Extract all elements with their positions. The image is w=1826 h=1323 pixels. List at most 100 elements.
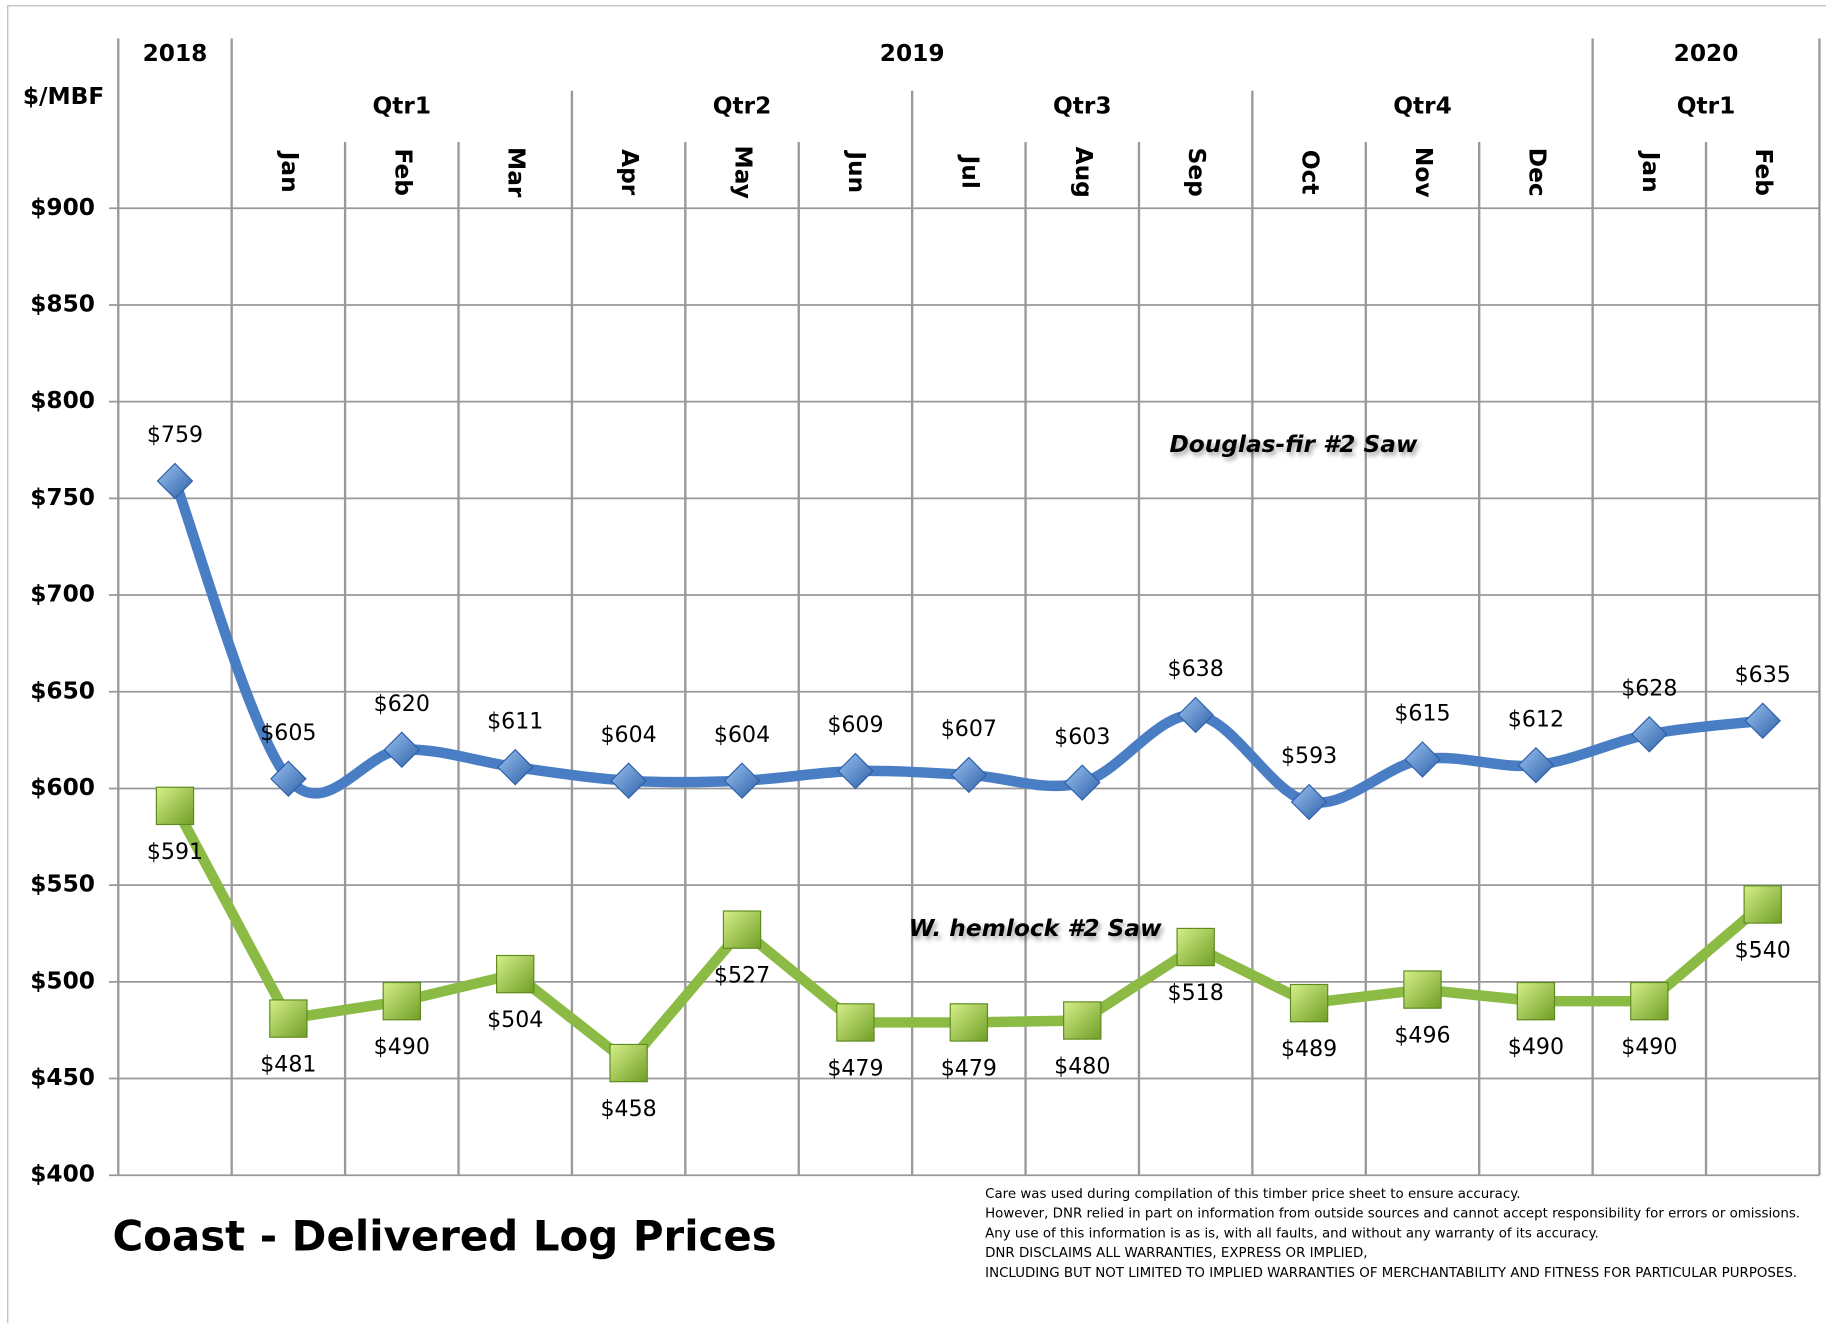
data-label: $540 (1735, 938, 1791, 964)
data-label: $604 (714, 722, 770, 748)
y-axis-label: $/MBF (23, 83, 104, 110)
y-tick-label: $400 (30, 1161, 95, 1188)
y-tick-label: $650 (30, 677, 95, 704)
data-label: $481 (260, 1052, 316, 1078)
quarter-label: Qtr3 (1053, 93, 1112, 120)
y-tick-label: $900 (30, 194, 95, 221)
data-label: $605 (260, 720, 316, 746)
data-label: $490 (1621, 1034, 1677, 1060)
quarter-label: Qtr2 (713, 93, 772, 120)
data-label: $518 (1168, 980, 1224, 1006)
data-label: $504 (487, 1007, 543, 1033)
x-tick-label: Feb (389, 149, 416, 196)
marker (1063, 764, 1101, 801)
data-label: $527 (714, 963, 770, 989)
marker (155, 786, 195, 826)
x-tick-label: Jul (956, 154, 983, 189)
marker (1631, 716, 1668, 753)
quarter-label: Qtr1 (373, 93, 432, 120)
data-label: $489 (1281, 1036, 1337, 1062)
marker (496, 954, 535, 994)
year-label: 2020 (1674, 40, 1739, 67)
y-tick-label: $700 (30, 581, 95, 608)
marker (1630, 981, 1669, 1021)
marker (1404, 741, 1441, 778)
x-tick-label: Sep (1183, 148, 1210, 197)
marker (269, 999, 308, 1038)
marker (156, 462, 194, 500)
data-label: $591 (147, 839, 203, 865)
data-label: $603 (1054, 724, 1110, 750)
marker (723, 762, 761, 799)
data-label: $479 (827, 1055, 883, 1081)
marker (1744, 702, 1782, 740)
marker (1063, 1001, 1102, 1040)
y-tick-label: $500 (30, 967, 95, 994)
data-label: $593 (1281, 743, 1337, 769)
data-label: $480 (1054, 1054, 1110, 1080)
chart-title: Coast - Delivered Log Prices (112, 1212, 776, 1261)
marker (383, 731, 421, 769)
data-label: $615 (1394, 701, 1450, 727)
series-name: W. hemlock #2 Saw (909, 915, 1162, 942)
data-label: $496 (1394, 1023, 1450, 1049)
data-label: $638 (1168, 656, 1224, 682)
x-tick-label: Feb (1750, 149, 1777, 196)
data-label: $612 (1508, 706, 1564, 732)
data-label: $635 (1735, 662, 1791, 688)
marker (270, 760, 307, 798)
x-tick-label: Aug (1070, 147, 1097, 198)
marker (950, 756, 988, 794)
data-label: $490 (1508, 1034, 1564, 1060)
marker (1177, 696, 1214, 734)
marker (1403, 970, 1442, 1009)
marker (949, 1003, 989, 1042)
footnote: DNR DISCLAIMS ALL WARRANTIES, EXPRESS OR… (985, 1246, 1367, 1261)
marker (496, 748, 534, 786)
marker (836, 1003, 875, 1042)
quarter-label: Qtr4 (1393, 93, 1452, 120)
data-label: $490 (374, 1034, 430, 1060)
marker (1517, 746, 1555, 784)
x-tick-label: Nov (1410, 147, 1437, 198)
x-tick-label: Jun (843, 149, 870, 193)
footnote: However, DNR relied in part on informati… (985, 1207, 1800, 1222)
y-tick-label: $600 (30, 774, 95, 801)
data-label: $609 (827, 712, 883, 738)
marker (1516, 981, 1556, 1021)
footnote: Care was used during compilation of this… (985, 1187, 1520, 1202)
data-label: $628 (1621, 675, 1677, 701)
data-label: $607 (941, 716, 997, 742)
x-tick-label: Oct (1297, 150, 1324, 195)
marker (1289, 983, 1329, 1023)
footnote: INCLUDING BUT NOT LIMITED TO IMPLIED WAR… (985, 1266, 1797, 1281)
marker (1290, 783, 1328, 821)
marker (837, 752, 874, 790)
data-label: $759 (147, 422, 203, 448)
y-tick-label: $800 (30, 387, 95, 414)
y-tick-label: $550 (30, 871, 95, 898)
data-label: $604 (601, 722, 657, 748)
marker (1743, 885, 1782, 924)
data-label: $458 (601, 1096, 657, 1122)
marker (722, 910, 762, 949)
frame (7, 5, 1826, 1323)
y-tick-label: $750 (30, 484, 95, 511)
x-tick-label: Jan (276, 150, 303, 193)
data-label: $479 (941, 1055, 997, 1081)
footnote: Any use of this information is as is, wi… (985, 1226, 1599, 1241)
x-tick-label: Jan (1637, 150, 1664, 193)
marker (610, 762, 647, 799)
marker (1176, 927, 1215, 967)
marker (382, 981, 421, 1021)
quarter-label: Qtr1 (1677, 93, 1736, 120)
year-label: 2019 (880, 40, 945, 67)
series-name: Douglas-fir #2 Saw (1169, 431, 1418, 458)
marker (609, 1043, 648, 1083)
x-tick-label: Apr (616, 149, 643, 196)
data-label: $620 (374, 691, 430, 717)
y-tick-label: $450 (30, 1064, 95, 1091)
year-label: 2018 (143, 40, 208, 67)
y-tick-label: $850 (30, 290, 95, 317)
x-tick-label: May (730, 146, 757, 199)
